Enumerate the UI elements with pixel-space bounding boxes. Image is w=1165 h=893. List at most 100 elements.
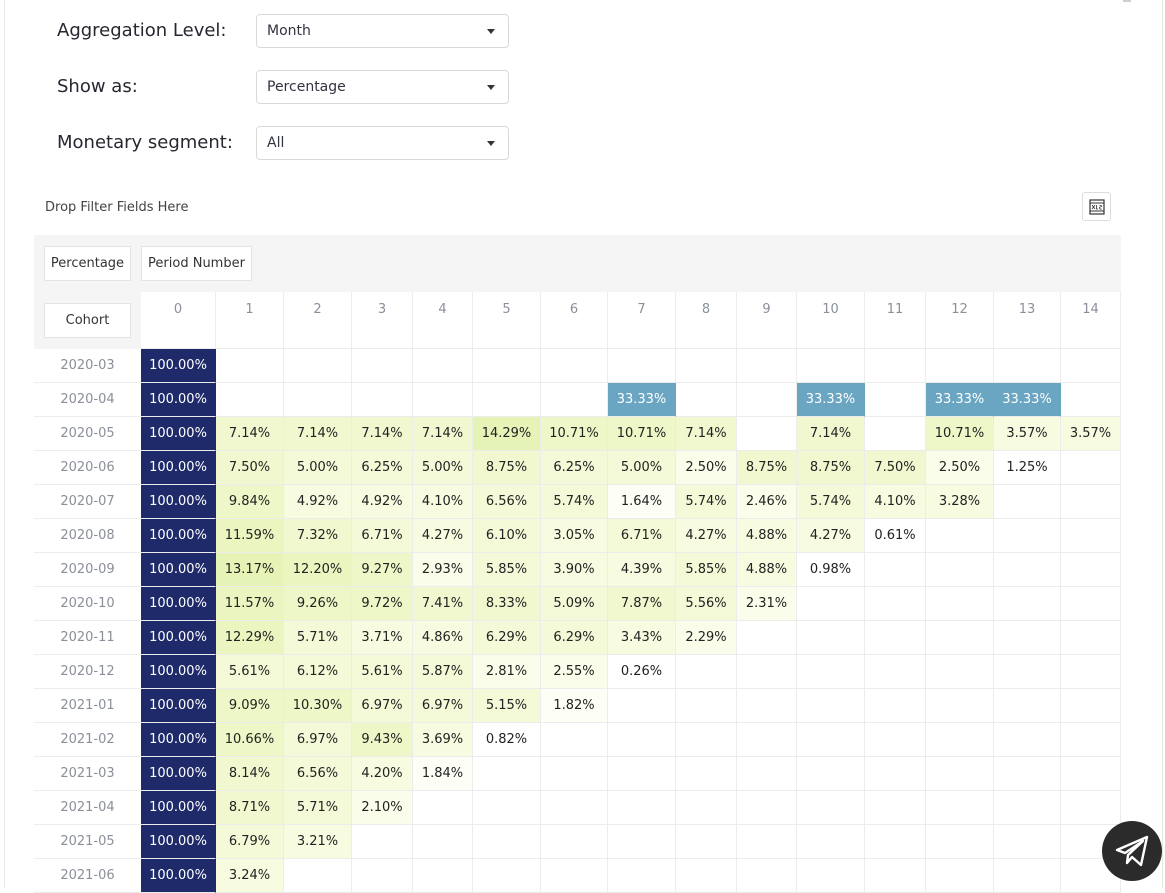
retention-cell[interactable] [608, 723, 676, 757]
retention-cell[interactable]: 100.00% [141, 587, 216, 621]
retention-cell[interactable]: 4.10% [413, 485, 473, 519]
retention-cell[interactable] [737, 723, 797, 757]
retention-cell[interactable]: 6.10% [473, 519, 541, 553]
retention-cell[interactable] [608, 689, 676, 723]
retention-cell[interactable]: 7.41% [413, 587, 473, 621]
retention-cell[interactable] [797, 349, 865, 383]
cohort-row-header[interactable]: 2020-05 [34, 417, 141, 451]
retention-cell[interactable]: 4.88% [737, 553, 797, 587]
retention-cell[interactable] [797, 689, 865, 723]
retention-cell[interactable] [473, 349, 541, 383]
retention-cell[interactable] [865, 621, 926, 655]
column-header[interactable]: 2 [284, 292, 352, 349]
retention-cell[interactable] [541, 825, 608, 859]
retention-cell[interactable]: 2.50% [926, 451, 994, 485]
retention-cell[interactable]: 6.97% [352, 689, 413, 723]
column-header[interactable]: 1 [216, 292, 284, 349]
retention-cell[interactable]: 7.14% [676, 417, 737, 451]
retention-cell[interactable] [865, 587, 926, 621]
retention-cell[interactable] [926, 723, 994, 757]
retention-cell[interactable] [865, 825, 926, 859]
retention-cell[interactable] [676, 791, 737, 825]
retention-cell[interactable]: 7.14% [216, 417, 284, 451]
retention-cell[interactable] [926, 349, 994, 383]
retention-cell[interactable] [994, 791, 1061, 825]
retention-cell[interactable]: 8.71% [216, 791, 284, 825]
retention-cell[interactable]: 5.00% [284, 451, 352, 485]
retention-cell[interactable] [1061, 655, 1121, 689]
column-header[interactable]: 10 [797, 292, 865, 349]
retention-cell[interactable]: 33.33% [608, 383, 676, 417]
retention-cell[interactable]: 3.21% [284, 825, 352, 859]
retention-cell[interactable]: 5.00% [413, 451, 473, 485]
column-field-chip[interactable]: Period Number [141, 246, 252, 281]
retention-cell[interactable]: 10.71% [926, 417, 994, 451]
retention-cell[interactable]: 5.85% [676, 553, 737, 587]
cohort-row-header[interactable]: 2021-02 [34, 723, 141, 757]
retention-cell[interactable]: 4.27% [797, 519, 865, 553]
retention-cell[interactable] [1061, 757, 1121, 791]
retention-cell[interactable]: 100.00% [141, 791, 216, 825]
export-xlsx-button[interactable] [1082, 192, 1111, 221]
retention-cell[interactable]: 5.71% [284, 791, 352, 825]
retention-cell[interactable]: 8.14% [216, 757, 284, 791]
retention-cell[interactable] [216, 383, 284, 417]
column-header[interactable]: 11 [865, 292, 926, 349]
retention-cell[interactable] [352, 349, 413, 383]
retention-cell[interactable]: 9.72% [352, 587, 413, 621]
retention-cell[interactable]: 5.74% [676, 485, 737, 519]
retention-cell[interactable] [797, 587, 865, 621]
retention-cell[interactable]: 7.87% [608, 587, 676, 621]
retention-cell[interactable] [737, 417, 797, 451]
retention-cell[interactable]: 4.39% [608, 553, 676, 587]
retention-cell[interactable]: 3.43% [608, 621, 676, 655]
retention-cell[interactable]: 5.85% [473, 553, 541, 587]
retention-cell[interactable]: 6.79% [216, 825, 284, 859]
retention-cell[interactable]: 2.31% [737, 587, 797, 621]
retention-cell[interactable] [994, 621, 1061, 655]
column-header[interactable]: 4 [413, 292, 473, 349]
retention-cell[interactable] [1061, 485, 1121, 519]
retention-cell[interactable]: 100.00% [141, 553, 216, 587]
retention-cell[interactable]: 6.12% [284, 655, 352, 689]
retention-cell[interactable]: 5.74% [797, 485, 865, 519]
cohort-row-header[interactable]: 2020-11 [34, 621, 141, 655]
retention-cell[interactable] [865, 655, 926, 689]
retention-cell[interactable]: 5.56% [676, 587, 737, 621]
retention-cell[interactable]: 1.82% [541, 689, 608, 723]
cohort-row-header[interactable]: 2020-07 [34, 485, 141, 519]
retention-cell[interactable]: 4.27% [413, 519, 473, 553]
retention-cell[interactable]: 3.05% [541, 519, 608, 553]
retention-cell[interactable] [926, 689, 994, 723]
show-as-select[interactable]: Percentage [256, 70, 509, 104]
retention-cell[interactable]: 4.92% [284, 485, 352, 519]
retention-cell[interactable] [1061, 723, 1121, 757]
retention-cell[interactable]: 14.29% [473, 417, 541, 451]
column-header[interactable]: 9 [737, 292, 797, 349]
retention-cell[interactable] [608, 349, 676, 383]
retention-cell[interactable] [676, 723, 737, 757]
retention-cell[interactable] [1061, 383, 1121, 417]
retention-cell[interactable]: 7.14% [352, 417, 413, 451]
retention-cell[interactable]: 100.00% [141, 621, 216, 655]
column-header[interactable]: 0 [141, 292, 216, 349]
retention-cell[interactable]: 10.71% [541, 417, 608, 451]
drop-filter-zone[interactable]: Drop Filter Fields Here [45, 200, 189, 215]
retention-cell[interactable] [994, 519, 1061, 553]
cohort-row-header[interactable]: 2020-08 [34, 519, 141, 553]
retention-cell[interactable]: 8.75% [473, 451, 541, 485]
retention-cell[interactable]: 33.33% [926, 383, 994, 417]
measure-chip[interactable]: Percentage [44, 246, 131, 281]
retention-cell[interactable]: 100.00% [141, 349, 216, 383]
retention-cell[interactable]: 7.14% [413, 417, 473, 451]
retention-cell[interactable]: 9.26% [284, 587, 352, 621]
retention-cell[interactable]: 4.10% [865, 485, 926, 519]
retention-cell[interactable]: 6.25% [541, 451, 608, 485]
retention-cell[interactable]: 5.09% [541, 587, 608, 621]
retention-cell[interactable]: 0.61% [865, 519, 926, 553]
retention-cell[interactable]: 5.15% [473, 689, 541, 723]
retention-cell[interactable] [865, 757, 926, 791]
retention-cell[interactable]: 5.00% [608, 451, 676, 485]
retention-cell[interactable] [797, 621, 865, 655]
retention-cell[interactable]: 100.00% [141, 825, 216, 859]
